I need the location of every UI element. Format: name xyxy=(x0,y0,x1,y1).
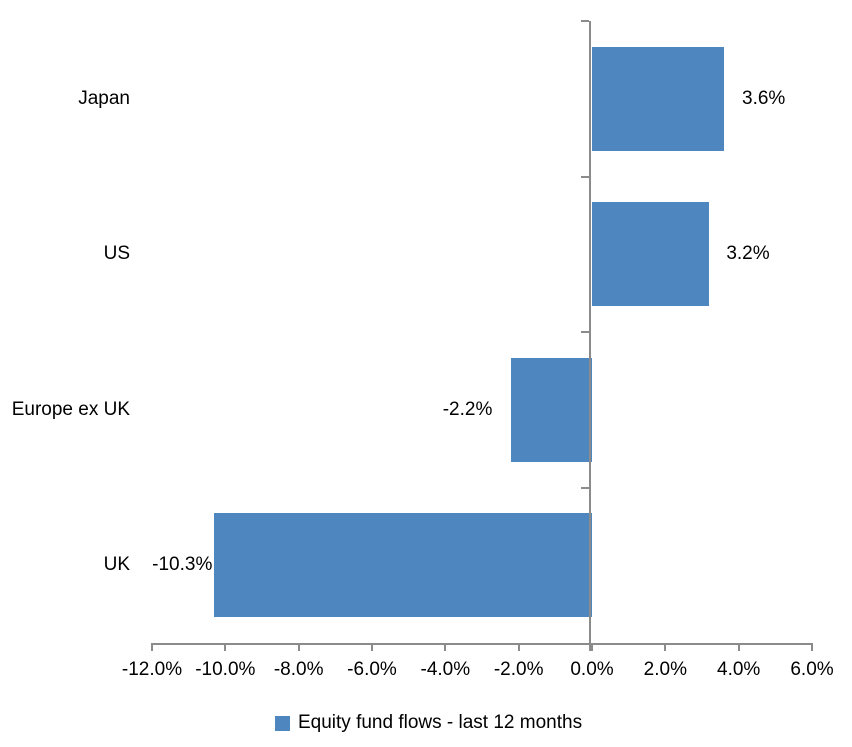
x-tick-label: -8.0% xyxy=(273,659,324,680)
x-tick-label: -10.0% xyxy=(195,659,256,680)
category-label: US xyxy=(103,243,130,265)
y-tick-mark xyxy=(581,20,589,22)
x-tick-mark xyxy=(737,643,740,651)
x-tick-mark xyxy=(224,643,227,651)
category-label: Japan xyxy=(78,87,130,109)
bar xyxy=(592,202,710,307)
data-label: 3.2% xyxy=(726,243,770,265)
x-tick-mark xyxy=(664,643,667,651)
x-tick-label: 0.0% xyxy=(570,659,614,680)
x-tick-label: 2.0% xyxy=(643,659,687,680)
bar xyxy=(214,513,592,618)
x-tick-label: -6.0% xyxy=(347,659,397,680)
bar xyxy=(511,357,592,462)
x-tick-mark xyxy=(517,643,520,651)
x-tick-label: -4.0% xyxy=(420,659,471,680)
x-tick-mark xyxy=(151,643,153,651)
x-tick-label: 4.0% xyxy=(717,659,761,680)
category-label: Europe ex UK xyxy=(11,398,130,420)
x-tick-mark xyxy=(811,643,813,651)
x-tick-mark xyxy=(591,643,593,651)
x-tick-mark xyxy=(444,643,447,651)
data-label: 3.6% xyxy=(742,87,786,109)
x-tick-mark xyxy=(371,643,373,651)
y-tick-mark xyxy=(581,175,589,178)
x-tick-label: 6.0% xyxy=(790,659,834,680)
legend-label: Equity fund flows - last 12 months xyxy=(298,712,583,733)
y-tick-mark xyxy=(581,331,589,333)
x-axis-line xyxy=(151,643,813,645)
data-label: -10.3% xyxy=(152,554,213,576)
y-tick-mark xyxy=(581,486,589,489)
x-tick-label: -12.0% xyxy=(121,659,183,680)
legend-swatch xyxy=(275,715,290,731)
bar xyxy=(592,46,724,151)
data-label: -2.2% xyxy=(442,398,493,420)
y-axis-line xyxy=(589,21,591,651)
x-tick-label: -2.0% xyxy=(493,659,544,680)
legend: Equity fund flows - last 12 months xyxy=(275,712,582,734)
category-label: UK xyxy=(103,554,130,576)
x-tick-mark xyxy=(297,643,300,651)
